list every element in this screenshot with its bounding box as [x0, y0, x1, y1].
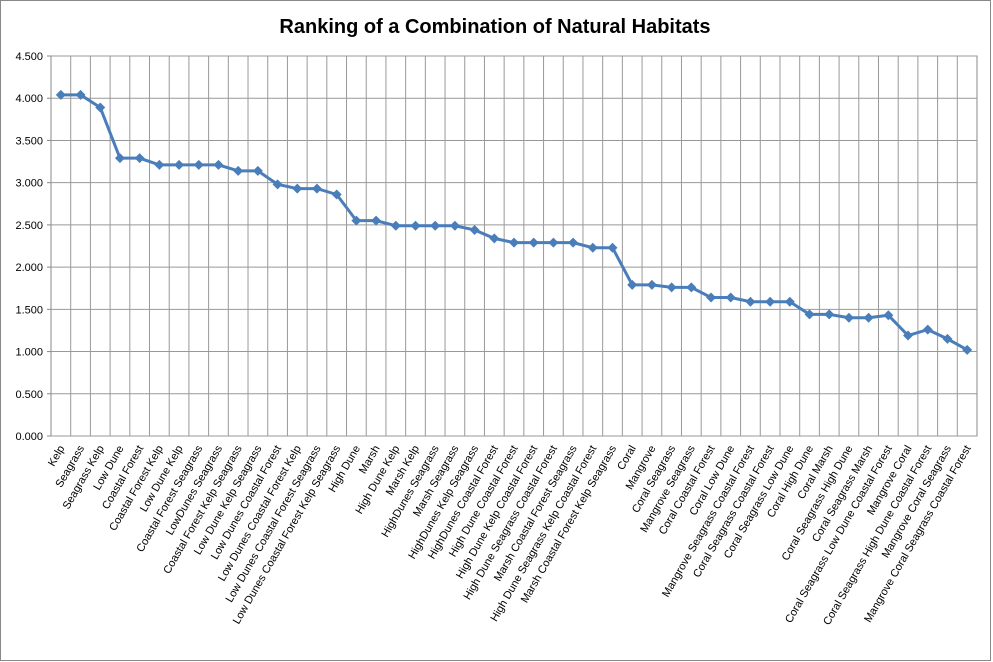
marker [75, 89, 86, 100]
marker [331, 189, 342, 200]
marker [548, 237, 559, 248]
marker [252, 165, 263, 176]
y-tick-label: 3.500 [15, 135, 43, 147]
marker [174, 159, 185, 170]
marker [627, 279, 638, 290]
marker [351, 215, 362, 226]
marker [646, 279, 657, 290]
y-tick-label: 4.500 [15, 51, 43, 63]
marker [863, 312, 874, 323]
marker [469, 224, 480, 235]
marker [233, 165, 244, 176]
marker [587, 242, 598, 253]
marker [430, 220, 441, 231]
marker [784, 296, 795, 307]
y-tick-label: 2.000 [15, 262, 43, 274]
marker [568, 237, 579, 248]
marker [509, 237, 519, 248]
marker [311, 183, 322, 194]
marker [95, 102, 106, 113]
y-tick-label: 4.000 [15, 93, 43, 105]
marker [114, 153, 125, 164]
marker [528, 237, 539, 248]
y-tick-label: 1.500 [15, 304, 43, 316]
marker [666, 282, 677, 293]
marker [134, 153, 145, 164]
marker [607, 242, 618, 253]
marker [272, 179, 283, 190]
marker [371, 215, 382, 226]
marker [390, 220, 401, 231]
marker [745, 296, 756, 307]
marker [55, 89, 66, 100]
marker [725, 292, 736, 303]
marker [942, 333, 953, 344]
marker [213, 159, 224, 170]
marker [449, 220, 460, 231]
y-tick-label: 0.000 [15, 431, 43, 443]
chart-title: Ranking of a Combination of Natural Habi… [279, 16, 710, 38]
marker [843, 312, 854, 323]
y-tick-label: 3.000 [15, 178, 43, 190]
marker [765, 296, 776, 307]
marker [154, 159, 165, 170]
marker [824, 309, 835, 320]
marker [883, 310, 894, 321]
y-tick-label: 0.500 [15, 389, 43, 401]
marker [903, 330, 914, 341]
y-tick-label: 2.500 [15, 220, 43, 232]
y-tick-label: 1.000 [15, 347, 43, 359]
marker [489, 233, 500, 244]
marker [686, 282, 697, 293]
marker [292, 183, 303, 194]
marker [922, 324, 933, 335]
marker [410, 220, 421, 231]
marker [962, 344, 973, 355]
marker [706, 292, 717, 303]
marker [804, 309, 815, 320]
marker [193, 159, 204, 170]
